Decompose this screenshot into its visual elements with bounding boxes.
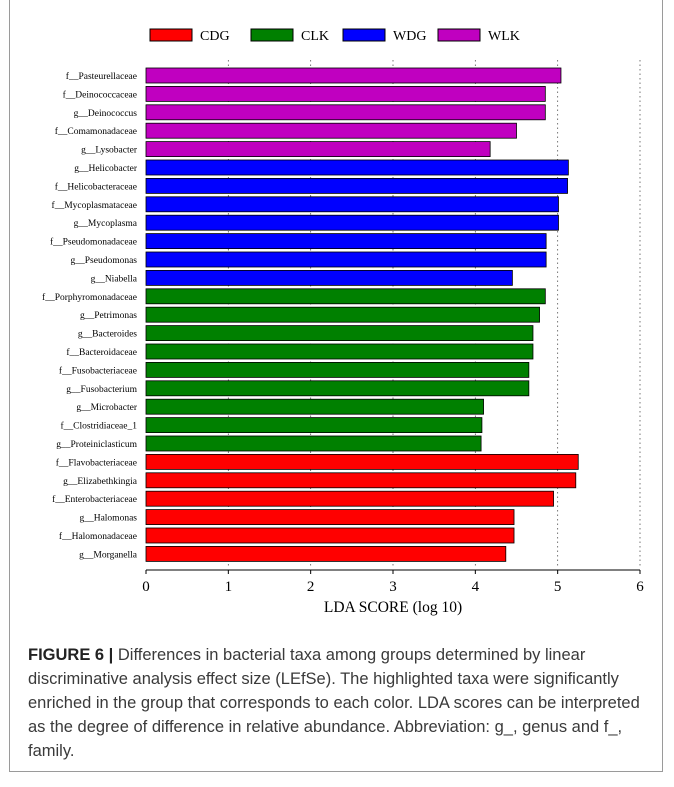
bar [145, 546, 507, 562]
x-tick-label: 0 [142, 579, 150, 595]
bar [145, 214, 559, 231]
bar-label: g__Microbacter [76, 403, 138, 413]
legend-swatch-cdg [149, 28, 193, 42]
bar [145, 306, 540, 323]
bar [145, 435, 482, 452]
bar [145, 288, 546, 305]
x-tick-label: 6 [636, 579, 644, 595]
bar-label: g__Pseudomonas [71, 256, 138, 266]
lda-bar-chart: CDG CLK WDG WLK f__Pasteurellaceae f__Deinoco… [42, 28, 644, 616]
x-axis-title: LDA SCORE (log 10) [324, 599, 462, 616]
bar-label: f__Comamonadaceae [55, 126, 137, 137]
bar [145, 177, 568, 194]
bar [145, 325, 534, 342]
bar [145, 509, 515, 526]
bar-label: f__Pseudomonadaceae [50, 237, 137, 248]
bar-label: g__Lysobacter [81, 146, 138, 156]
bar [145, 269, 513, 286]
bar-label: f__Bacteroidaceae [66, 347, 137, 358]
bar-label: f__Enterobacteriaceae [52, 494, 137, 505]
bar-label: g__Fusobacterium [66, 385, 137, 395]
figure-frame [9, 0, 663, 772]
bar [145, 141, 491, 158]
bar [145, 196, 559, 213]
x-tick-label: 5 [554, 579, 562, 595]
bar [145, 361, 530, 378]
bar-label: g__Morganella [79, 550, 138, 560]
bar-label: g__Deinococcus [74, 109, 138, 119]
bar-label: f__Flavobacteriaceae [56, 457, 137, 468]
bar-label: f__Deinococcaceae [63, 89, 137, 100]
legend-label-wlk: WLK [488, 29, 520, 44]
legend-label-wdg: WDG [393, 29, 426, 44]
legend-swatch-wlk [437, 28, 481, 42]
bar-label: g__Elizabethkingia [63, 477, 138, 487]
bar-label: f__Mycoplasmataceae [52, 200, 137, 211]
bar-label: g__Helicobacter [74, 164, 138, 174]
bar-label: f__Helicobacteraceae [55, 181, 137, 192]
legend-label-clk: CLK [301, 29, 329, 44]
bar-label: f__Clostridiaceae_1 [60, 421, 137, 432]
x-tick-label: 4 [472, 579, 480, 595]
bar [145, 233, 547, 250]
x-tick-label: 3 [389, 579, 397, 595]
bar-label: f__Fusobacteriaceae [59, 365, 137, 376]
bar [145, 122, 517, 139]
bar [145, 67, 562, 84]
figure-caption: FIGURE 6 | Differences in bacterial taxa… [28, 643, 658, 763]
x-tick-label: 2 [307, 579, 315, 595]
bar [145, 417, 483, 434]
bar-label: f__Halomonadaceae [59, 531, 137, 542]
bar [145, 527, 515, 544]
bar-label: g__Halomonas [79, 514, 137, 524]
legend-label-cdg: CDG [200, 29, 230, 44]
bar [145, 398, 484, 415]
bar-label: g__Mycoplasma [74, 219, 138, 229]
bar-label: g__Petrimonas [80, 311, 137, 321]
legend-swatch-wdg [342, 28, 386, 42]
x-tick-label: 1 [225, 579, 233, 595]
bar [145, 104, 546, 121]
bar [145, 251, 547, 268]
legend-swatch-clk [250, 28, 294, 42]
bar-label: g__Niabella [91, 274, 138, 284]
bar [145, 86, 546, 102]
bar-label: f__Porphyromonadaceae [42, 292, 137, 303]
bar [145, 343, 534, 360]
bar [145, 159, 569, 176]
bar [145, 472, 577, 489]
bar-label: g__Bacteroides [78, 330, 137, 340]
bar-label: f__Pasteurellaceae [66, 71, 137, 82]
bar [145, 490, 554, 507]
bar [145, 380, 530, 397]
bar [145, 453, 579, 470]
caption-lead: FIGURE 6 | [28, 646, 114, 664]
bar-label: g__Proteiniclasticum [56, 440, 137, 450]
caption-text: Differences in bacterial taxa among grou… [28, 646, 640, 760]
